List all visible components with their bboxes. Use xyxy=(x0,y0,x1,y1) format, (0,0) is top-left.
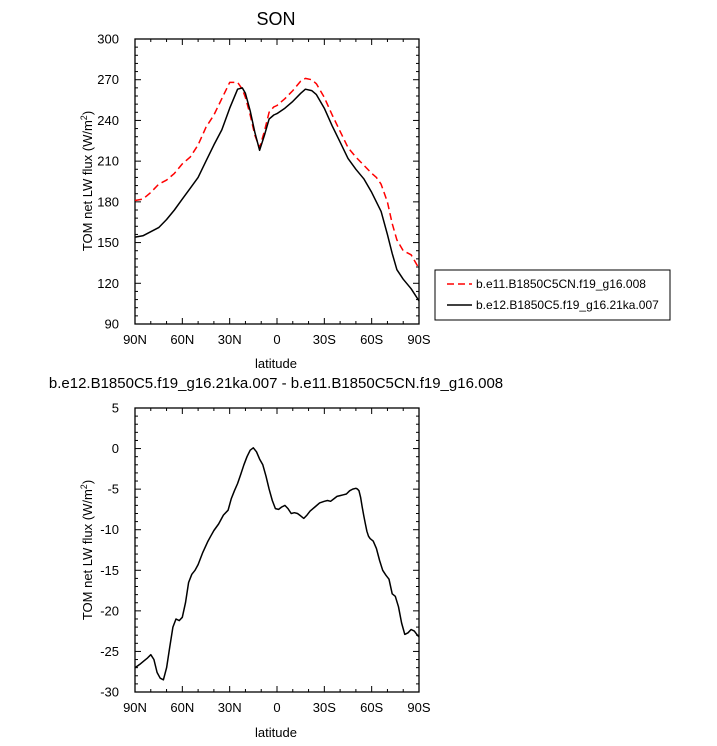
chart-bottom-xtick-label-1: 60N xyxy=(170,700,194,715)
legend-label-series-1: b.e11.B1850C5CN.f19_g16.008 xyxy=(476,277,646,291)
chart-top-ytick-label-6: 270 xyxy=(97,72,119,87)
chart-top-series-0-line xyxy=(134,77,420,269)
chart-bottom-ylabel-main: TOM net LW flux (W/m xyxy=(80,489,95,620)
chart-top-ytick-label-0: 90 xyxy=(105,317,119,332)
chart-top-ylabel: TOM net LW flux (W/m2) xyxy=(79,111,95,251)
chart-top-xtick-label-1: 60N xyxy=(170,332,194,347)
chart-bottom-ytick-label-5: -5 xyxy=(107,482,119,497)
chart-top-xtick-label-0: 90N xyxy=(123,332,147,347)
chart-top-ytick-label-5: 240 xyxy=(97,113,119,128)
chart-bottom-xlabel: latitude xyxy=(255,725,297,740)
chart-top-series-1-line xyxy=(134,87,420,302)
chart-top-ytick-label-1: 120 xyxy=(97,276,119,291)
chart-top-title: SON xyxy=(256,9,295,29)
chart-top-ytick-label-3: 180 xyxy=(97,194,119,209)
chart-bottom-ytick-label-0: -30 xyxy=(100,685,119,700)
chart-bottom-ylabel-end: ) xyxy=(80,480,95,484)
chart-bottom-ytick-label-2: -20 xyxy=(100,603,119,618)
chart-top-xtick-label-6: 90S xyxy=(407,332,430,347)
legend-box xyxy=(434,269,671,321)
chart-top-xtick-label-4: 30S xyxy=(313,332,336,347)
chart-top-ylabel-sup: 2 xyxy=(79,115,89,120)
chart-bottom-series-0-line xyxy=(134,447,420,681)
chart-top-ytick-label-7: 300 xyxy=(97,32,119,47)
chart-top-xtick-label-3: 0 xyxy=(273,332,280,347)
chart-bottom-ticks: 90N 60N 30N 0 30S 60S 90S -30 -25 -20 -15 -10 -5 0 5 xyxy=(100,401,431,716)
chart-top: SON 90N 60N 30N 0 30S 60S 90S 90 120 150 180 210 240… xyxy=(79,9,671,371)
chart-bottom-ytick-label-3: -15 xyxy=(100,563,119,578)
chart-bottom-xtick-label-2: 30N xyxy=(218,700,242,715)
chart-top-frame xyxy=(134,38,420,325)
chart-top-ylabel-end: ) xyxy=(80,111,95,115)
chart-bottom-frame xyxy=(134,407,420,693)
chart-top-ticks: 90N 60N 30N 0 30S 60S 90S 90 120 150 180 210 240 270 3… xyxy=(97,32,431,348)
chart-bottom-xtick-label-0: 90N xyxy=(123,700,147,715)
chart-bottom-xtick-label-3: 0 xyxy=(273,700,280,715)
chart-top-legend: b.e11.B1850C5CN.f19_g16.008 b.e12.B1850C… xyxy=(434,269,671,321)
chart-bottom-ytick-label-4: -10 xyxy=(100,522,119,537)
legend-label-series-2: b.e12.B1850C5.f19_g16.21ka.007 xyxy=(476,298,659,312)
chart-top-ytick-label-2: 150 xyxy=(97,235,119,250)
chart-top-xtick-label-5: 60S xyxy=(360,332,383,347)
chart-top-xtick-label-2: 30N xyxy=(218,332,242,347)
chart-bottom-xtick-label-6: 90S xyxy=(407,700,430,715)
chart-bottom-ytick-label-7: 5 xyxy=(112,401,119,416)
chart-bottom-xtick-label-4: 30S xyxy=(313,700,336,715)
chart-top-ytick-label-4: 210 xyxy=(97,154,119,169)
chart-top-series xyxy=(134,77,420,302)
chart-bottom-ylabel-sup: 2 xyxy=(79,484,89,489)
chart-bottom-ylabel: TOM net LW flux (W/m2) xyxy=(79,480,95,620)
chart-bottom-title: b.e12.B1850C5.f19_g16.21ka.007 - b.e11.B… xyxy=(49,375,503,392)
chart-bottom-xtick-label-5: 60S xyxy=(360,700,383,715)
chart-top-xlabel: latitude xyxy=(255,356,297,371)
chart-bottom-ytick-label-6: 0 xyxy=(112,441,119,456)
chart-bottom-ytick-label-1: -25 xyxy=(100,644,119,659)
chart-bottom-series xyxy=(134,447,420,681)
chart-bottom: b.e12.B1850C5.f19_g16.21ka.007 - b.e11.B… xyxy=(49,375,503,740)
chart-top-ylabel-main: TOM net LW flux (W/m xyxy=(80,120,95,251)
